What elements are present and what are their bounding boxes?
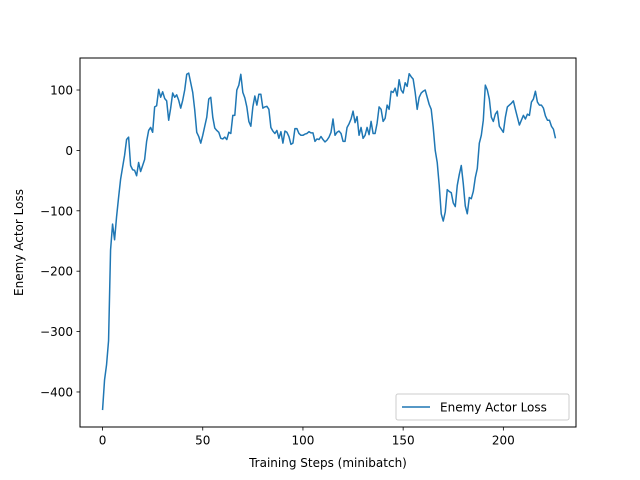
y-tick-label: −100 [40, 204, 73, 218]
x-axis-title: Training Steps (minibatch) [248, 456, 407, 470]
legend-label: Enemy Actor Loss [440, 401, 547, 415]
y-tick-label: −300 [40, 325, 73, 339]
series-line-0 [101, 72, 557, 411]
x-tick-label: 200 [492, 434, 515, 448]
y-tick-label: −400 [40, 385, 73, 399]
x-tick-label: 50 [195, 434, 210, 448]
axis-ticks: 0 50 100 150 200 −400 −300 −200 −100 0 100 [40, 84, 515, 448]
y-tick-label: 0 [65, 144, 73, 158]
axes-frame [79, 57, 577, 428]
legend: Enemy Actor Loss [395, 393, 570, 421]
legend-box [395, 393, 570, 421]
plot-area [101, 72, 557, 411]
x-tick-label: 100 [291, 434, 314, 448]
y-tick-label: 100 [50, 84, 73, 98]
x-tick-label: 150 [392, 434, 415, 448]
y-axis-title: Enemy Actor Loss [12, 189, 26, 296]
x-tick-label: 0 [99, 434, 107, 448]
y-tick-label: −200 [40, 265, 73, 279]
